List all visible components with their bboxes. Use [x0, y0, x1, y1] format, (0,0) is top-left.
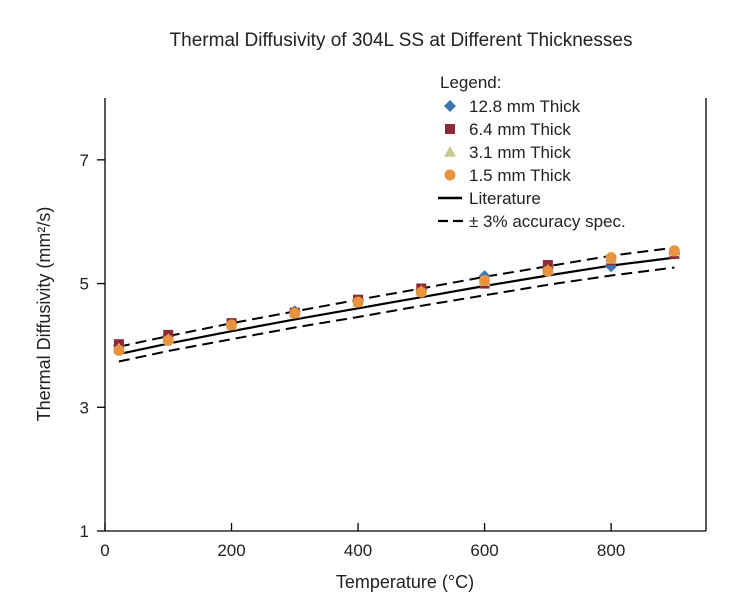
legend-label: Literature: [469, 189, 541, 208]
data-point: [162, 334, 174, 346]
y-tick-label: 1: [80, 522, 89, 541]
data-point: [479, 274, 491, 286]
legend-label: 12.8 mm Thick: [469, 97, 581, 116]
legend-label: 6.4 mm Thick: [469, 120, 571, 139]
data-point: [113, 344, 125, 356]
y-axis-label: Thermal Diffusivity (mm²/s): [34, 207, 54, 422]
x-tick-label: 400: [344, 541, 372, 560]
legend: Legend: 12.8 mm Thick 6.4 mm Thick 3.1 mm …: [438, 73, 626, 231]
axes: 0 200 400 600 800 1 3 5 7: [80, 98, 707, 560]
data-point: [668, 245, 680, 257]
legend-swatch: [445, 124, 455, 134]
x-tick-label: 200: [217, 541, 245, 560]
curves: [118, 246, 675, 363]
x-tick-label: 0: [100, 541, 109, 560]
y-tick-label: 5: [80, 275, 89, 294]
accuracy-upper-curve: [118, 246, 675, 348]
y-tick-label: 3: [80, 398, 89, 417]
y-tick-label: 7: [80, 151, 89, 170]
legend-swatch: [444, 169, 456, 181]
legend-title: Legend:: [440, 73, 501, 92]
x-axis-label: Temperature (°C): [336, 572, 474, 592]
legend-swatch: [444, 100, 456, 112]
legend-label: 1.5 mm Thick: [469, 166, 571, 185]
x-tick-label: 800: [597, 541, 625, 560]
chart-title: Thermal Diffusivity of 304L SS at Differ…: [170, 30, 633, 51]
legend-swatch: [444, 146, 456, 157]
data-point: [289, 307, 301, 319]
accuracy-lower-curve: [118, 266, 675, 363]
data-point: [542, 265, 554, 277]
legend-label: ± 3% accuracy spec.: [469, 212, 626, 231]
legend-label: 3.1 mm Thick: [469, 143, 571, 162]
data-markers: [112, 245, 681, 356]
data-point: [415, 286, 427, 298]
data-point: [352, 296, 364, 308]
data-point: [226, 319, 238, 331]
x-tick-label: 600: [470, 541, 498, 560]
literature-curve: [118, 256, 675, 356]
data-point: [605, 252, 617, 264]
